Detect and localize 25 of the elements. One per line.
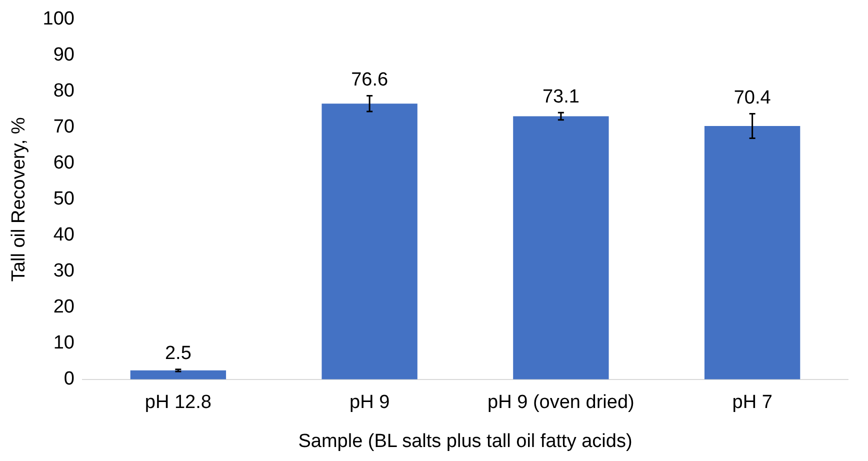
y-axis-title: Tall oil Recovery, % xyxy=(8,117,30,282)
data-label: 2.5 xyxy=(164,343,192,364)
y-tick-label: 10 xyxy=(53,332,74,354)
bar xyxy=(322,104,418,380)
x-tick-label: pH 12.8 xyxy=(144,392,212,414)
y-tick-label: 40 xyxy=(53,224,74,246)
bar xyxy=(130,370,226,380)
data-label: 76.6 xyxy=(351,69,388,90)
y-tick-label: 100 xyxy=(42,8,74,30)
y-tick-label: 90 xyxy=(53,44,74,66)
data-label: 73.1 xyxy=(542,86,580,108)
y-tick-label: 50 xyxy=(53,188,74,210)
y-tick-label: 20 xyxy=(53,296,74,318)
x-tick-label: pH 7 xyxy=(732,392,772,414)
x-axis-title: Sample (BL salts plus tall oil fatty acids) xyxy=(298,430,632,452)
data-label: 70.4 xyxy=(734,87,772,108)
y-tick-label: 60 xyxy=(53,152,74,174)
y-tick-label: 0 xyxy=(64,368,74,390)
bar xyxy=(513,116,609,380)
x-tick-label: pH 9 xyxy=(349,392,390,414)
x-tick-label: pH 9 (oven dried) xyxy=(488,392,634,414)
y-tick-label: 30 xyxy=(53,260,74,282)
bar xyxy=(704,126,800,380)
y-tick-label: 70 xyxy=(53,116,74,138)
y-tick-label: 80 xyxy=(53,80,74,102)
